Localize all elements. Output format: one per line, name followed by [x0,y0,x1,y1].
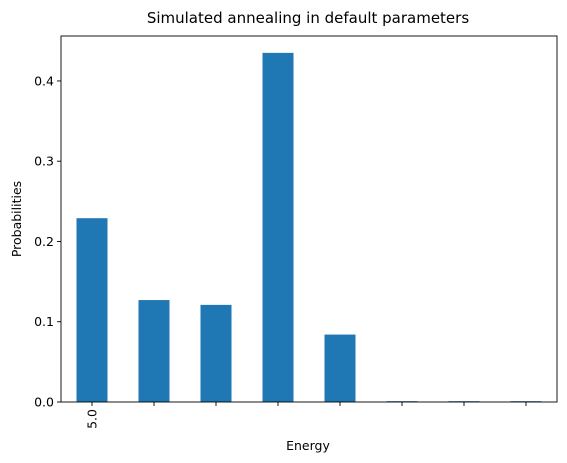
y-tick-label: 0.2 [34,234,54,249]
plot-frame [60,35,558,403]
y-tick-label: 0.4 [34,73,54,88]
bar [138,300,170,402]
chart-title: Simulated annealing in default parameter… [147,9,470,27]
y-tick-label: 0.3 [34,154,54,169]
y-tick-label: 0.1 [34,314,54,329]
bar [76,218,108,402]
x-tick-label: 5.0 [85,409,100,429]
bar [262,52,294,403]
x-axis-label: Energy [286,438,330,453]
y-axis-label: Probabilities [9,181,24,257]
bar [200,304,232,402]
plot-area: 0.0 0.1 0.2 0.3 0.4 5.0 [34,35,558,429]
y-tick-label: 0.0 [34,395,54,410]
bar [324,334,356,402]
